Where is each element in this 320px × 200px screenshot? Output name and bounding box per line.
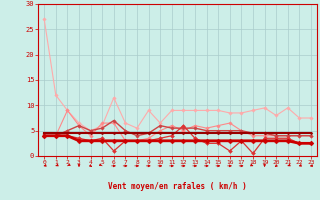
X-axis label: Vent moyen/en rafales ( km/h ): Vent moyen/en rafales ( km/h ) bbox=[108, 182, 247, 191]
